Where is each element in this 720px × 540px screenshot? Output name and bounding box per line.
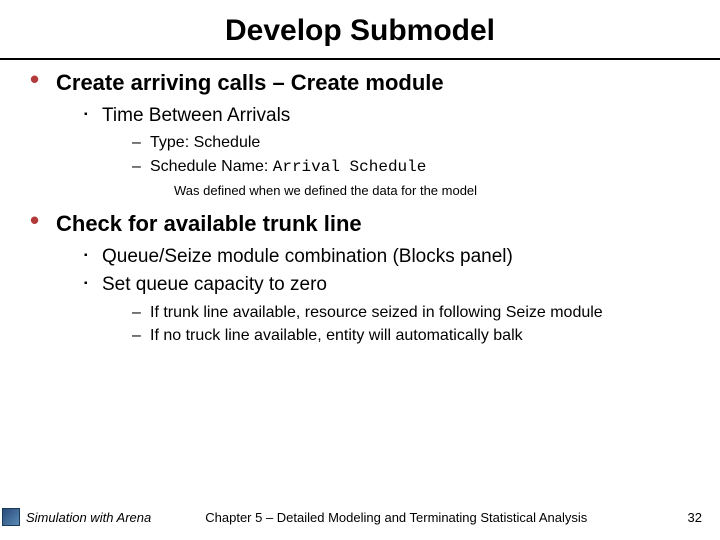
bullet-lvl2-text: Queue/Seize module combination (Blocks p… (102, 246, 513, 267)
bullet-lvl3: If trunk line available, resource seized… (132, 302, 708, 324)
bullet-lvl3-text: If trunk line available, resource seized… (150, 304, 603, 321)
bullet-lvl3: Type: Schedule (132, 132, 708, 154)
bullet-list-lvl3: Type: Schedule Schedule Name: Arrival Sc… (132, 132, 708, 178)
bullet-lvl1-text: Check for available trunk line (56, 209, 708, 239)
page-number: 32 (688, 510, 702, 525)
bullet-lvl2-text: Set queue capacity to zero (102, 274, 327, 295)
footer-center: Chapter 5 – Detailed Modeling and Termin… (205, 510, 587, 525)
bullet-lvl2: Queue/Seize module combination (Blocks p… (82, 245, 708, 270)
content-area: Create arriving calls – Create module Ti… (0, 68, 720, 347)
bullet-lvl3-text: If no truck line available, entity will … (150, 327, 523, 344)
bullet-lvl2: Set queue capacity to zero If trunk line… (82, 273, 708, 347)
bullet-lvl1-text: Create arriving calls – Create module (56, 68, 708, 98)
bullet-lvl3: Schedule Name: Arrival Schedule (132, 156, 708, 179)
bullet-lvl3-text: Type: Schedule (150, 134, 260, 151)
book-icon (2, 508, 20, 526)
bullet-lvl2: Time Between Arrivals Type: Schedule Sch… (82, 104, 708, 179)
bullet-lvl3: If no truck line available, entity will … (132, 325, 708, 347)
bullet-list-lvl2: Time Between Arrivals Type: Schedule Sch… (82, 104, 708, 179)
slide: { "title": "Develop Submodel", "accent_c… (0, 0, 720, 540)
bullet-list-lvl2: Queue/Seize module combination (Blocks p… (82, 245, 708, 347)
bullet-list-lvl3: If trunk line available, resource seized… (132, 302, 708, 347)
footer-left: Simulation with Arena (26, 510, 151, 525)
slide-title: Develop Submodel (0, 0, 720, 48)
bullet-lvl3-mono: Arrival Schedule (273, 158, 427, 176)
bullet-note: Was defined when we defined the data for… (174, 183, 708, 200)
bullet-lvl1: Check for available trunk line Queue/Sei… (28, 209, 708, 346)
title-rule (0, 58, 720, 60)
bullet-lvl3-prefix: Schedule Name: (150, 158, 273, 175)
footer: Simulation with Arena Chapter 5 – Detail… (0, 508, 720, 526)
bullet-lvl2-text: Time Between Arrivals (102, 105, 290, 126)
footer-inner: Simulation with Arena Chapter 5 – Detail… (0, 508, 720, 526)
bullet-list-lvl1: Create arriving calls – Create module Ti… (28, 68, 708, 347)
bullet-lvl1: Create arriving calls – Create module Ti… (28, 68, 708, 199)
